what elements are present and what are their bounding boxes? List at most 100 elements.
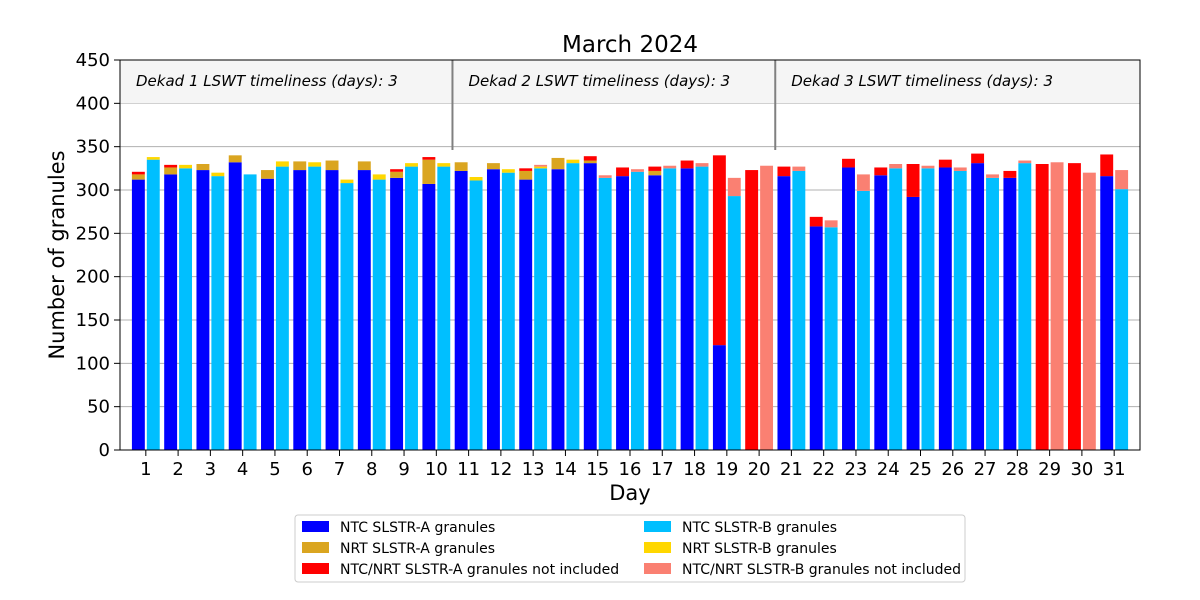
legend-entry: NTC/NRT SLSTR-B granules not included [682, 562, 961, 578]
bar-segment [856, 174, 870, 191]
bar-segment [583, 163, 597, 450]
bar-segment [680, 160, 694, 169]
bar-segment [695, 166, 709, 450]
bar-segment [164, 167, 178, 175]
bar-segment [308, 162, 322, 167]
x-tick-label: 26 [941, 459, 964, 480]
legend-swatch [644, 563, 671, 574]
legend-entry: NTC SLSTR-A granules [340, 520, 495, 536]
bar-segment [275, 161, 289, 167]
x-tick-label: 1 [140, 459, 151, 480]
x-tick-label: 2 [172, 459, 183, 480]
y-tick-label: 100 [76, 353, 110, 374]
dekad-panels: Dekad 1 LSWT timeliness (days): 3 Dekad 2… [120, 60, 1140, 150]
legend-swatch [302, 521, 329, 532]
bar-segment [889, 168, 903, 451]
x-tick-label: 15 [586, 459, 609, 480]
x-tick-label: 18 [683, 459, 706, 480]
bar-segment [921, 168, 935, 451]
bar-segment [390, 177, 404, 450]
bar-segment [616, 176, 629, 450]
bar-segment [938, 167, 952, 450]
bar-segment [422, 157, 436, 160]
bar-segment [275, 166, 289, 450]
bar-segment [454, 170, 468, 450]
bar-segment [745, 170, 759, 451]
bar-segment [648, 166, 662, 171]
bar-segment [405, 163, 418, 167]
bar-segment [777, 176, 791, 450]
x-tick-label: 16 [619, 459, 642, 480]
bar-segment [1003, 177, 1017, 450]
bar-segment [228, 155, 242, 163]
bar-segment [357, 170, 371, 451]
bar-segment [906, 196, 920, 450]
bar-segment [631, 169, 644, 172]
legend-entry: NRT SLSTR-B granules [682, 541, 837, 557]
x-axis-title: Day [609, 481, 650, 505]
dekad-band [120, 60, 1140, 104]
bar-segment [131, 179, 145, 450]
bar-segment [1018, 163, 1032, 450]
bar-segment [809, 216, 823, 227]
x-tick-label: 12 [489, 459, 512, 480]
y-tick-label: 350 [76, 137, 110, 158]
bar-segment [842, 167, 855, 450]
bar-segment [390, 169, 404, 172]
bar-segment [663, 168, 677, 451]
legend: NTC SLSTR-A granules NTC SLSTR-B granules… [294, 514, 966, 583]
bar-segment [196, 170, 210, 451]
x-tick-label: 10 [425, 459, 448, 480]
bar-segment [631, 171, 644, 451]
bar-segment [648, 175, 662, 450]
bar-segment [777, 166, 791, 177]
bar-segment [809, 226, 823, 450]
bar-segment [874, 175, 888, 450]
bars [131, 153, 1129, 451]
bar-segment [422, 183, 436, 450]
bar-segment [469, 177, 483, 181]
legend-box [294, 514, 966, 583]
y-tick-label: 450 [76, 50, 110, 71]
bar-segment [131, 171, 145, 175]
bar-segment [1067, 163, 1081, 450]
bar-segment [228, 162, 242, 450]
bar-segment [986, 177, 999, 450]
bar-segment [889, 164, 903, 169]
bar-segment [986, 174, 999, 178]
x-tick-label: 4 [237, 459, 248, 480]
bar-segment [422, 159, 436, 184]
bar-segment [551, 169, 565, 450]
bar-segment [583, 160, 597, 164]
x-tick-label: 3 [205, 459, 216, 480]
bar-segment [390, 171, 404, 178]
bar-segment [131, 174, 145, 180]
x-tick-label: 11 [457, 459, 480, 480]
legend-swatch [644, 521, 671, 532]
x-tick-label: 27 [974, 459, 997, 480]
bar-segment [760, 165, 774, 450]
bar-segment [583, 156, 597, 161]
dekad-label: Dekad 2 LSWT timeliness (days): 3 [468, 72, 730, 90]
legend-swatch [302, 563, 329, 574]
bar-segment [727, 196, 741, 450]
bar-segment [179, 168, 193, 451]
bar-segment [243, 174, 257, 450]
bar-segment [357, 161, 371, 171]
bar-segment [1115, 189, 1129, 450]
x-tick-label: 24 [877, 459, 900, 480]
bar-segment [534, 166, 548, 169]
bar-segment [437, 166, 451, 450]
bar-segment [938, 159, 952, 168]
bar-segment [1100, 154, 1114, 177]
bar-segment [293, 170, 307, 451]
bar-segment [792, 170, 806, 450]
x-tick-label: 22 [812, 459, 835, 480]
x-tick-label: 31 [1103, 459, 1126, 480]
y-tick-label: 300 [76, 180, 110, 201]
bar-segment [1018, 160, 1032, 164]
bar-segment [727, 177, 741, 197]
bar-segment [146, 157, 160, 160]
y-axis-title: Number of granules [45, 150, 69, 359]
